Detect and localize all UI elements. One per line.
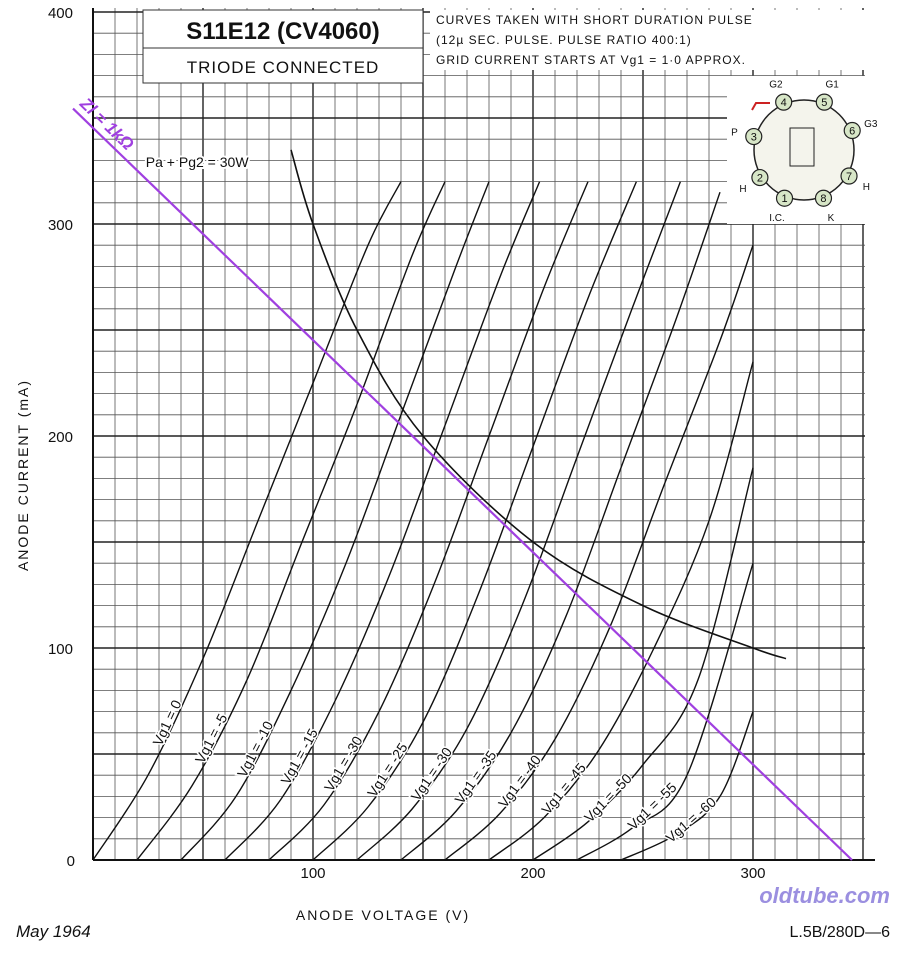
pin-label-5: G1 xyxy=(825,80,839,91)
pin-number-4: 4 xyxy=(781,97,787,109)
plate-curve-12 xyxy=(620,711,754,861)
chart-subtitle: TRIODE CONNECTED xyxy=(187,58,380,77)
power-dissipation-curve xyxy=(290,149,787,660)
plate-curve-7 xyxy=(400,191,721,861)
load-line xyxy=(72,107,853,861)
footer-reference: L.5B/280D—6 xyxy=(789,924,890,941)
plate-curve-0 xyxy=(92,181,402,861)
plate-curve-11 xyxy=(576,562,754,861)
note-line-3: GRID CURRENT STARTS AT Vg1 = 1·0 APPROX. xyxy=(436,53,746,67)
tube-envelope xyxy=(753,99,855,201)
pin-label-4: G2 xyxy=(769,80,783,91)
pin-number-5: 5 xyxy=(821,97,827,109)
x-tick-label: 100 xyxy=(300,865,325,882)
pin-label-7: H xyxy=(863,182,870,193)
chart-title: S11E12 (CV4060) xyxy=(186,18,379,45)
pin-8 xyxy=(814,189,833,207)
pin-number-3: 3 xyxy=(751,132,757,144)
pin-label-1: I.C. xyxy=(769,213,785,224)
plate-curve-5 xyxy=(312,181,638,861)
plate-curve-3 xyxy=(224,181,541,861)
x-axis-title: ANODE VOLTAGE (V) xyxy=(296,907,470,923)
y-tick-label: 100 xyxy=(48,641,73,658)
tick-labels: 0 100 200 300 100 200 300 400 xyxy=(48,5,766,882)
pin-label-6: G3 xyxy=(864,119,878,130)
plate-curve-6 xyxy=(356,181,682,861)
plate-curve-2 xyxy=(180,181,490,861)
plate-curve-10 xyxy=(532,467,754,861)
pin-number-7: 7 xyxy=(846,171,852,183)
watermark: oldtube.com xyxy=(759,883,890,908)
electrode-structure xyxy=(789,127,815,167)
pin-5 xyxy=(815,93,833,111)
pin-4 xyxy=(775,93,793,111)
x-tick-label: 300 xyxy=(740,865,765,882)
power-dissipation-label: Pa + Pg2 = 30W xyxy=(146,154,250,170)
plate-curve-4 xyxy=(268,181,589,861)
chart-grid xyxy=(92,8,865,861)
pin-number-2: 2 xyxy=(757,173,763,185)
pin-label-2: H xyxy=(739,184,746,195)
y-tick-label: 300 xyxy=(48,217,73,234)
pin-6 xyxy=(843,121,861,140)
pin-number-1: 1 xyxy=(781,193,787,205)
pin-2 xyxy=(751,168,769,187)
notes-box: CURVES TAKEN WITH SHORT DURATION PULSE (… xyxy=(430,10,886,70)
note-line-1: CURVES TAKEN WITH SHORT DURATION PULSE xyxy=(436,13,753,27)
y-tick-label: 400 xyxy=(48,5,73,22)
strap-wire xyxy=(751,102,770,111)
y-tick-label: 200 xyxy=(48,429,73,446)
x-tick-label: 200 xyxy=(520,865,545,882)
tick-label-origin: 0 xyxy=(67,853,75,870)
pin-number-8: 8 xyxy=(820,193,826,205)
pin-number-6: 6 xyxy=(849,126,855,138)
pin-label-8: K xyxy=(828,213,835,224)
footer-date: May 1964 xyxy=(16,922,91,941)
plate-curves xyxy=(92,181,754,861)
title-box-frame xyxy=(142,9,424,84)
plate-curve-8 xyxy=(444,244,754,861)
pin-3 xyxy=(745,127,763,146)
pin-1 xyxy=(775,189,794,207)
pin-label-3: P xyxy=(731,127,738,138)
chart-axes xyxy=(92,8,875,861)
notes-box-frame xyxy=(430,10,886,70)
y-axis-title: ANODE CURRENT (mA) xyxy=(15,379,31,571)
note-line-2: (12µ SEC. PULSE. PULSE RATIO 400:1) xyxy=(436,33,692,47)
plate-curve-1 xyxy=(136,181,446,861)
title-box: S11E12 (CV4060) TRIODE CONNECTED xyxy=(142,9,424,84)
pin-7 xyxy=(840,167,858,185)
plate-curve-9 xyxy=(488,361,754,861)
